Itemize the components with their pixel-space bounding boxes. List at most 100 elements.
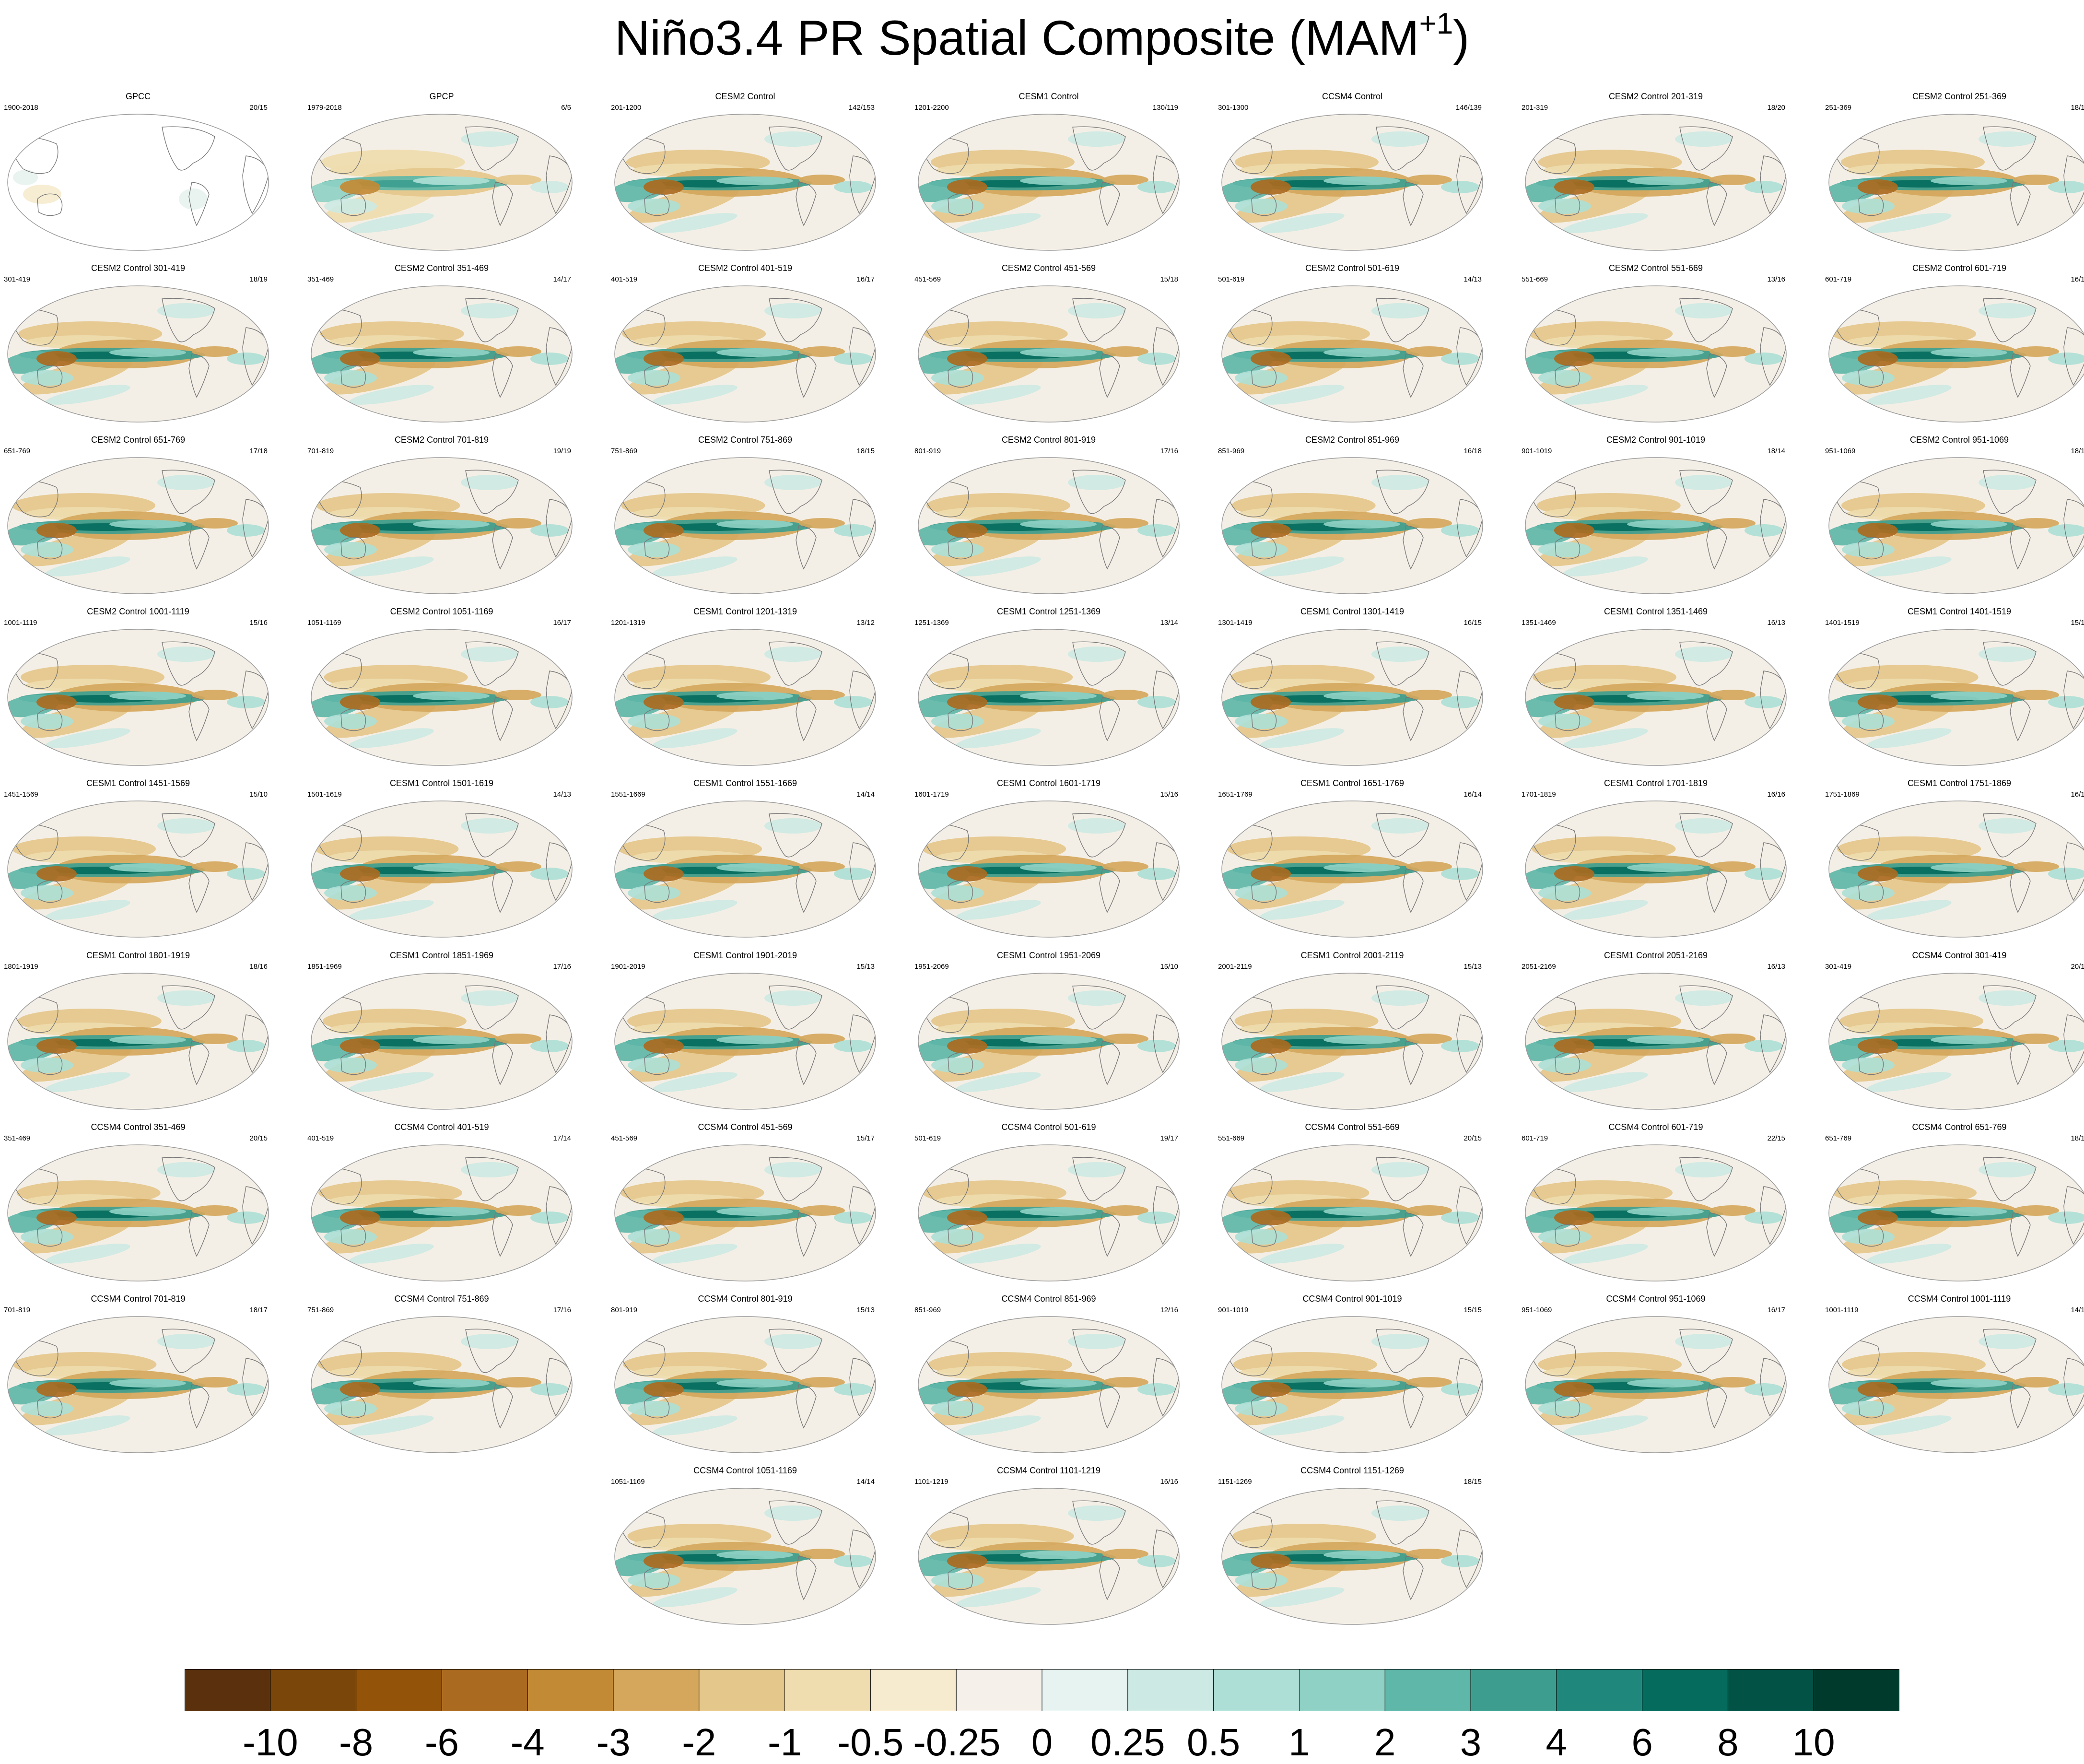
map-svg bbox=[7, 1144, 269, 1282]
north-america-outline bbox=[1679, 470, 1733, 514]
africa-outline bbox=[849, 1014, 876, 1073]
panel-title: CCSM4 Control 901-1019 bbox=[1302, 1294, 1402, 1304]
australia-outline bbox=[948, 1567, 973, 1590]
africa-wet bbox=[1137, 181, 1176, 193]
east-wet-band bbox=[109, 863, 186, 872]
panel-counts: 17/16 bbox=[553, 963, 571, 971]
map-svg bbox=[1525, 1144, 1787, 1282]
africa-wet bbox=[1137, 696, 1176, 708]
africa-outline bbox=[1760, 842, 1786, 901]
south-america-outline bbox=[2010, 1212, 2031, 1257]
africa-outline bbox=[1153, 1186, 1179, 1245]
australia-outline bbox=[644, 537, 670, 560]
east-wet-band bbox=[413, 692, 490, 700]
map-border bbox=[7, 285, 269, 423]
panel-years: 951-1069 bbox=[1825, 447, 1856, 455]
map-panel: CCSM4 Control 451-569 451-569 15/17 bbox=[611, 1122, 879, 1287]
north-america-outline bbox=[1983, 298, 2037, 342]
east-wet-band bbox=[413, 1379, 490, 1388]
africa-wet bbox=[1744, 1040, 1783, 1052]
south-indian-wet bbox=[21, 1229, 73, 1245]
australia-outline bbox=[644, 708, 670, 731]
maritime-dry bbox=[1554, 523, 1594, 538]
map-border bbox=[614, 285, 876, 423]
map-field bbox=[311, 801, 572, 937]
south-indian-wet bbox=[931, 199, 984, 214]
east-wet-band bbox=[1323, 1207, 1400, 1216]
south-america-outline bbox=[1099, 525, 1120, 570]
north-wet-patch bbox=[1675, 1162, 1733, 1177]
east-wet-band bbox=[413, 1207, 490, 1216]
map-svg bbox=[1221, 800, 1483, 938]
south-indian-wet bbox=[931, 1058, 984, 1073]
panel-title: CESM2 Control 201-319 bbox=[1608, 92, 1703, 101]
atlantic-dry bbox=[1406, 1549, 1452, 1559]
map-field bbox=[8, 973, 269, 1109]
africa-wet bbox=[834, 1040, 872, 1052]
panel-title: CESM1 Control 1551-1669 bbox=[693, 778, 797, 788]
panel-title: CESM2 Control 951-1069 bbox=[1909, 435, 2009, 445]
africa-wet bbox=[530, 353, 569, 365]
north-america-outline bbox=[162, 470, 215, 514]
south-wet-patch bbox=[1866, 900, 1952, 920]
map-border bbox=[1828, 114, 2084, 251]
maritime-dry bbox=[36, 1210, 77, 1225]
panel-title: CESM2 Control 651-769 bbox=[91, 435, 186, 445]
panel-counts: 14/13 bbox=[1463, 275, 1482, 283]
south-wet-patch bbox=[349, 213, 434, 233]
map-panel: CCSM4 Control 351-469 351-469 20/15 bbox=[4, 1122, 272, 1287]
map-border bbox=[1828, 457, 2084, 594]
south-indian-wet bbox=[21, 1401, 73, 1416]
north-wet-patch bbox=[1371, 647, 1429, 662]
south-wet-patch bbox=[1866, 1072, 1952, 1092]
south-wet-patch bbox=[1866, 213, 1952, 233]
north-america-outline bbox=[1376, 1500, 1429, 1545]
panel-counts: 16/16 bbox=[1160, 1478, 1178, 1486]
south-wet-patch bbox=[1259, 900, 1345, 920]
panel-years: 901-1019 bbox=[1218, 1306, 1249, 1314]
north-wet-patch bbox=[1979, 475, 2036, 490]
map-field bbox=[615, 286, 876, 422]
south-wet-patch bbox=[652, 385, 738, 405]
east-wet-band bbox=[1020, 863, 1097, 872]
africa-wet bbox=[227, 868, 265, 880]
south-indian-wet bbox=[931, 885, 984, 901]
australia-outline bbox=[644, 1052, 670, 1075]
map-border bbox=[918, 629, 1180, 766]
colorbar-tick-label: 2 bbox=[1374, 1721, 1396, 1764]
atlantic-dry bbox=[2013, 861, 2059, 872]
map-panel: CESM2 Control 651-769 651-769 17/18 bbox=[4, 435, 272, 600]
south-wet-patch bbox=[956, 556, 1041, 576]
south-america-outline bbox=[1099, 182, 1120, 226]
east-wet-band bbox=[1627, 1035, 1704, 1044]
south-indian-wet bbox=[1235, 542, 1288, 557]
map-panel: CESM2 Control 851-969 851-969 16/18 bbox=[1218, 435, 1487, 600]
maritime-dry bbox=[644, 1038, 684, 1054]
south-america-outline bbox=[1403, 353, 1424, 398]
east-wet-band bbox=[1323, 692, 1400, 700]
map-border bbox=[1221, 114, 1483, 251]
map-border bbox=[1221, 973, 1483, 1110]
atlantic-dry bbox=[799, 1034, 845, 1044]
map-border bbox=[918, 1488, 1180, 1625]
panel-title: CESM1 Control 1251-1369 bbox=[996, 607, 1101, 616]
south-indian-wet bbox=[324, 1058, 377, 1073]
colorbar-tick-label: -8 bbox=[339, 1721, 374, 1764]
south-wet-patch bbox=[956, 213, 1041, 233]
map-border bbox=[1221, 285, 1483, 423]
map-panel: CESM1 Control 1951-2069 1951-2069 15/10 bbox=[914, 950, 1183, 1116]
map-panel: CESM1 Control 2051-2169 2051-2169 16/13 bbox=[1522, 950, 1790, 1116]
map-panel: CCSM4 Control 401-519 401-519 17/14 bbox=[307, 1122, 576, 1287]
maritime-dry bbox=[644, 179, 684, 195]
south-america-outline bbox=[492, 1384, 513, 1429]
panel-years: 1451-1569 bbox=[4, 790, 38, 799]
africa-wet bbox=[1744, 353, 1783, 365]
panel-years: 651-769 bbox=[1825, 1134, 1852, 1142]
panel-counts: 15/13 bbox=[1463, 963, 1482, 971]
panel-title: CESM2 Control 801-919 bbox=[1001, 435, 1096, 445]
map-border bbox=[918, 114, 1180, 251]
north-wet-patch bbox=[1371, 303, 1429, 318]
africa-outline bbox=[849, 499, 876, 558]
south-america-outline bbox=[1403, 1212, 1424, 1257]
north-america-outline bbox=[1679, 1329, 1733, 1373]
